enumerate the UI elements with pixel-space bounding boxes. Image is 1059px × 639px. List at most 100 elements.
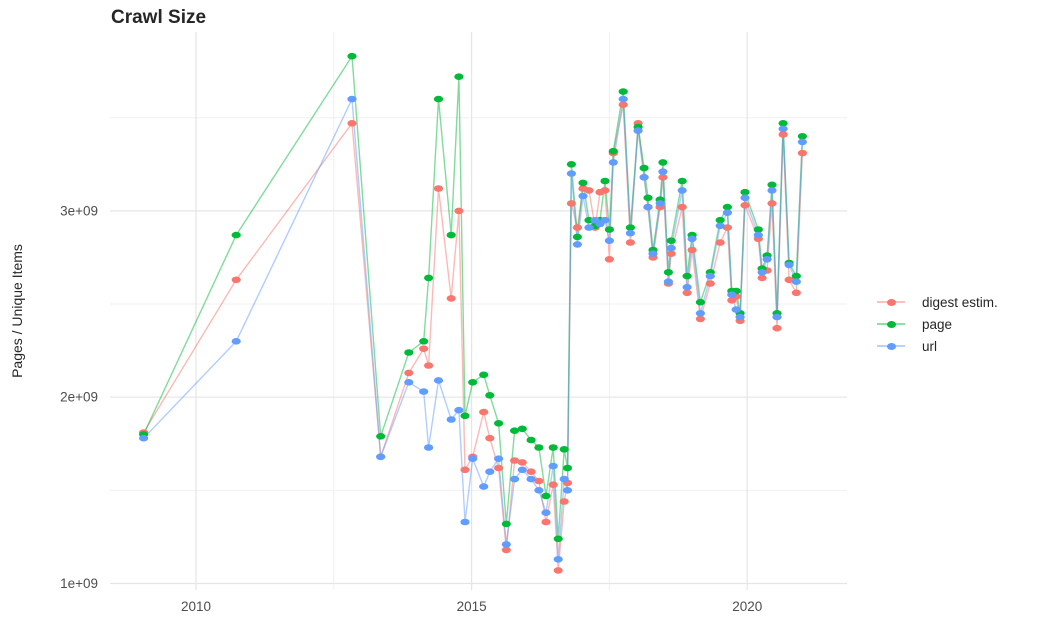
point-url (687, 235, 697, 243)
point-url (618, 95, 628, 103)
point-digest-estim- (705, 280, 715, 287)
point-digest-estim- (347, 120, 357, 127)
point-url (639, 174, 649, 181)
legend-label-url: url (922, 338, 938, 354)
point-digest-estim- (433, 185, 444, 192)
point-digest-estim- (517, 459, 527, 466)
point-digest-estim- (625, 239, 636, 246)
point-digest-estim- (791, 289, 801, 297)
point-url (584, 224, 594, 231)
point-digest-estim- (757, 274, 767, 282)
point-page (740, 188, 750, 196)
point-url (479, 483, 489, 490)
point-url (731, 306, 741, 313)
point-url (460, 518, 470, 526)
point-page (534, 444, 544, 451)
point-url (682, 283, 692, 291)
point-digest-estim- (566, 200, 577, 207)
point-url (433, 377, 444, 384)
legend: digest estim. page url (877, 294, 998, 354)
point-url (485, 468, 495, 476)
point-url (534, 487, 544, 494)
point-page (608, 147, 618, 155)
legend-item-page: page (877, 316, 998, 332)
point-url (559, 475, 569, 483)
point-page (526, 436, 536, 444)
point-url (757, 269, 767, 276)
point-page (562, 464, 573, 472)
point-url (753, 231, 763, 239)
point-page (578, 179, 588, 187)
point-page (663, 269, 674, 276)
point-digest-estim- (740, 202, 750, 209)
point-digest-estim- (559, 498, 569, 505)
point-url (572, 241, 583, 248)
series-points (139, 52, 808, 574)
point-page (347, 52, 357, 60)
point-digest-estim- (501, 546, 511, 554)
point-url (695, 310, 706, 317)
point-url (231, 338, 241, 345)
point-url (494, 455, 504, 463)
point-page (658, 159, 668, 166)
point-url (526, 475, 536, 483)
y-tick-label: 3e+09 (60, 203, 98, 218)
point-digest-estim- (677, 203, 687, 211)
point-digest-estim- (722, 224, 733, 231)
point-page (604, 226, 615, 233)
point-digest-estim- (485, 434, 495, 442)
point-page (460, 412, 470, 420)
point-url (446, 416, 456, 423)
point-digest-estim- (687, 246, 697, 254)
point-url (562, 487, 573, 494)
point-digest-estim- (494, 464, 504, 472)
x-tick-label: 2010 (181, 599, 211, 614)
legend-key-page-icon (877, 318, 905, 330)
point-url (625, 229, 636, 237)
point-url (658, 168, 668, 175)
point-digest-estim- (553, 567, 563, 574)
point-page (404, 349, 414, 356)
point-digest-estim- (604, 255, 615, 263)
legend-label-digest-estim: digest estim. (922, 294, 998, 310)
point-url (501, 541, 511, 548)
point-url (715, 222, 725, 230)
point-url (608, 159, 618, 166)
legend-item-url: url (877, 338, 998, 354)
point-digest-estim- (446, 295, 456, 302)
legend-label-page: page (922, 316, 953, 332)
point-page (778, 120, 788, 127)
point-page (666, 237, 676, 244)
point-page (767, 181, 777, 189)
point-url (468, 455, 478, 463)
point-url (347, 95, 357, 103)
point-page (625, 224, 636, 231)
point-page (618, 88, 628, 95)
point-page (376, 433, 386, 440)
point-page (553, 535, 563, 543)
point-url (553, 556, 563, 563)
point-url (797, 138, 808, 146)
chart-title: Crawl Size (111, 7, 207, 28)
point-digest-estim- (572, 224, 583, 231)
point-url (740, 194, 750, 202)
point-digest-estim- (695, 315, 706, 323)
x-tick-label: 2015 (457, 599, 487, 614)
point-url (655, 200, 665, 207)
point-digest-estim- (526, 468, 536, 476)
point-url (404, 379, 414, 386)
point-digest-estim- (767, 200, 777, 207)
point-url (772, 313, 782, 321)
point-page (433, 95, 444, 103)
point-digest-estim- (778, 131, 788, 138)
point-url (767, 187, 777, 194)
point-url (600, 216, 610, 224)
point-digest-estim- (424, 362, 434, 369)
point-page (695, 298, 706, 306)
point-digest-estim- (419, 345, 429, 353)
legend-key-digest-estim-icon (877, 296, 905, 308)
point-page (566, 161, 577, 168)
point-page (454, 73, 464, 80)
